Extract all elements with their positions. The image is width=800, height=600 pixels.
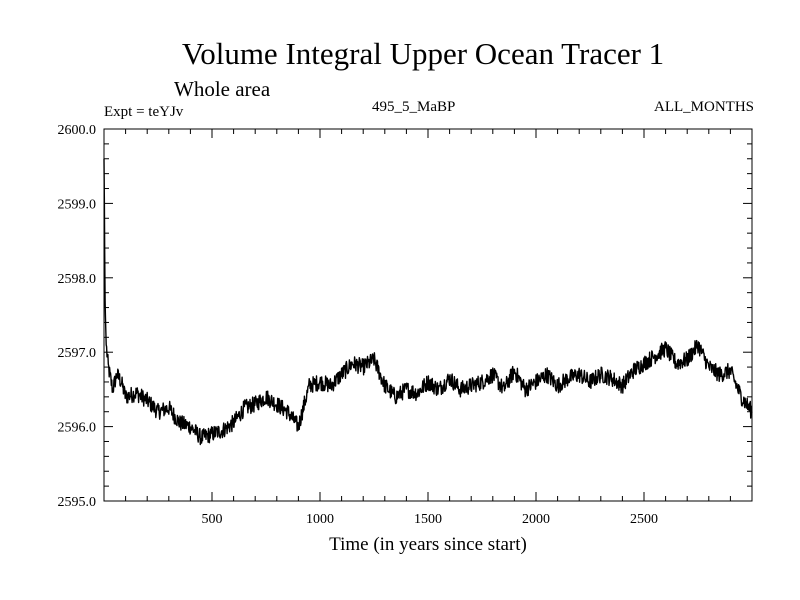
- y-tick-label: 2596.0: [58, 421, 97, 436]
- experiment-label: Expt = teYJv: [104, 104, 184, 120]
- chart-title: Volume Integral Upper Ocean Tracer 1: [181, 36, 665, 71]
- y-tick-label: 2600.0: [58, 123, 97, 138]
- months-label: ALL_MONTHS: [654, 99, 754, 115]
- y-tick-label: 2595.0: [58, 495, 97, 510]
- x-tick-label: 1000: [306, 512, 334, 527]
- chart-subtitle: Whole area: [174, 77, 271, 101]
- y-tick-label: 2598.0: [58, 272, 97, 287]
- period-label: 495_5_MaBP: [372, 99, 456, 115]
- series-line: [103, 158, 753, 446]
- x-tick-label: 2500: [630, 512, 658, 527]
- x-tick-label: 500: [202, 512, 223, 527]
- x-axis-title: Time (in years since start): [329, 534, 527, 555]
- plot-frame: [103, 128, 753, 502]
- y-tick-label: 2599.0: [58, 197, 97, 212]
- y-tick-label: 2597.0: [58, 346, 97, 361]
- x-tick-label: 1500: [414, 512, 442, 527]
- x-tick-label: 2000: [522, 512, 550, 527]
